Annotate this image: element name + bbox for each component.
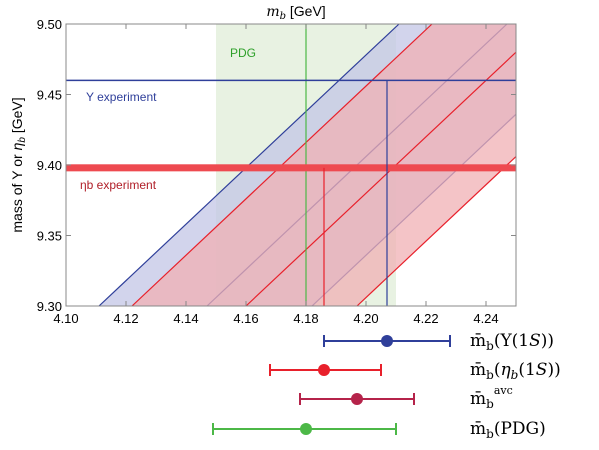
etab-experiment-band: [66, 164, 516, 172]
x-tick-label-1: 4.12: [113, 311, 138, 326]
plot-area: [66, 24, 516, 306]
x-tick-label-3: 4.16: [233, 311, 258, 326]
legend-mb-etab: m̄b(ηb(1S)): [470, 360, 561, 382]
errbar-point-2: [351, 393, 363, 405]
x-tick-label-4: 4.18: [293, 311, 318, 326]
x-label-sub: b: [280, 11, 286, 22]
y-axis-label: mass of Υ or ηb [GeV]: [9, 97, 28, 232]
errbar-point-3: [300, 423, 312, 435]
legend-mb-pdg: m̄b(PDG): [470, 419, 546, 441]
legend-mb-avc: m̄bavc: [470, 384, 513, 411]
x-tick-label-6: 4.22: [413, 311, 438, 326]
upsilon-experiment-annotation: Υ experiment: [86, 90, 157, 104]
x-tick-label-0: 4.10: [53, 311, 78, 326]
axis-ticks: 4.10 4.12 4.14 4.16 4.18 4.20 4.22 4.24 9.30 9.35…: [37, 17, 516, 326]
y-label-unit: [GeV]: [9, 97, 25, 137]
y-tick-label-1: 9.35: [37, 229, 62, 244]
x-tick-label-2: 4.14: [173, 311, 198, 326]
legend-mb-upsilon: m̄b(Υ(1S)): [470, 331, 554, 353]
error-bar-legend: m̄b(Υ(1S)) m̄b(ηb(1S)) m̄bavc m̄b(PDG): [470, 331, 561, 441]
x-label-m: m: [266, 4, 279, 20]
x-label-unit: [GeV]: [286, 3, 326, 19]
pdg-annotation: PDG: [230, 46, 256, 60]
y-tick-label-4: 9.50: [37, 17, 62, 32]
y-label-sub: b: [17, 137, 28, 143]
error-bar-summary: [212, 335, 451, 435]
y-label-eta: η: [9, 142, 25, 150]
x-tick-label-5: 4.20: [353, 311, 378, 326]
y-tick-label-3: 9.45: [37, 88, 62, 103]
etab-experiment-annotation: ηb experiment: [80, 178, 157, 192]
y-tick-label-0: 9.30: [37, 299, 62, 314]
x-tick-label-7: 4.24: [473, 311, 498, 326]
errbar-point-0: [381, 335, 393, 347]
y-tick-label-2: 9.40: [37, 158, 62, 173]
errbar-point-1: [318, 364, 330, 376]
x-axis-label: mb [GeV]: [266, 3, 325, 22]
y-label-text: mass of Υ or: [9, 150, 25, 232]
